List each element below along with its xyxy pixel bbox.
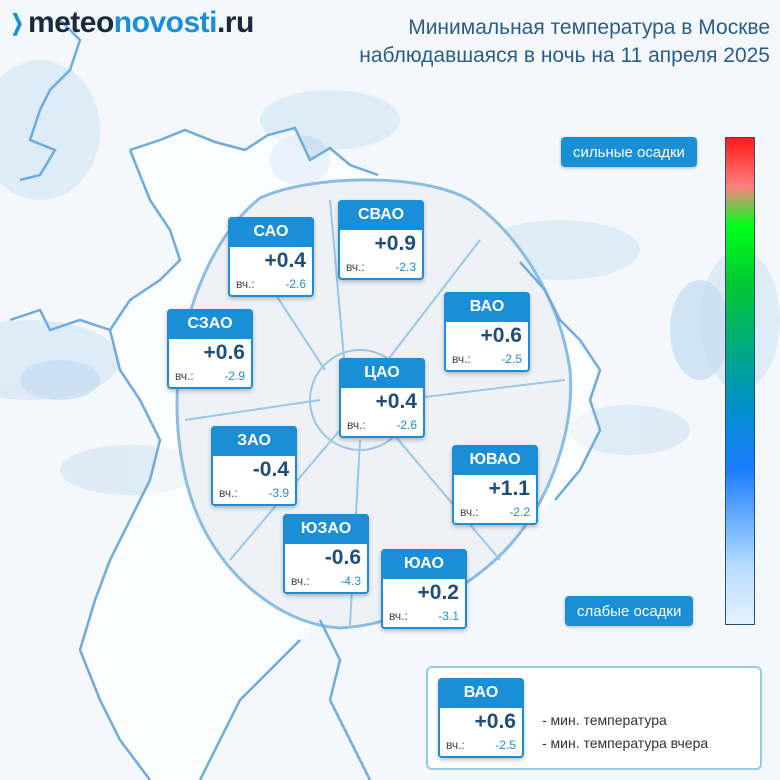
district-card-vao: ВАО +0.6 вч.: -2.5 — [444, 292, 530, 372]
yesterday-temp: -2.2 — [509, 505, 530, 519]
yesterday-label: вч.: — [346, 260, 365, 274]
district-card-zao: ЗАО -0.4 вч.: -3.9 — [211, 426, 297, 506]
min-temp: +0.4 — [375, 390, 417, 413]
yesterday-label: вч.: — [446, 738, 465, 752]
yesterday-label: вч.: — [389, 609, 408, 623]
district-name: САО — [228, 217, 314, 247]
yesterday-temp: -2.5 — [495, 738, 516, 752]
title-line-1: Минимальная температура в Москве — [408, 16, 770, 39]
district-name: ЮВАО — [452, 445, 538, 475]
district-card-sao: САО +0.4 вч.: -2.6 — [228, 217, 314, 297]
title-line-2: наблюдавшаяся в ночь на 11 апреля 2025 — [359, 44, 770, 67]
min-temp: +0.4 — [264, 249, 306, 272]
yesterday-temp: -2.9 — [224, 369, 245, 383]
district-name: ЗАО — [211, 426, 297, 456]
min-temp: +1.1 — [488, 477, 530, 500]
district-card-szao: СЗАО +0.6 вч.: -2.9 — [167, 309, 253, 389]
district-card-yuvao: ЮВАО +1.1 вч.: -2.2 — [452, 445, 538, 525]
yesterday-temp: -2.6 — [285, 277, 306, 291]
yesterday-label: вч.: — [460, 505, 479, 519]
scale-label-light: слабые осадки — [565, 596, 694, 626]
site-logo[interactable]: ❯ meteo novosti .ru — [10, 6, 255, 39]
yesterday-temp: -4.3 — [340, 574, 361, 588]
district-name: СЗАО — [167, 309, 253, 339]
district-name: ВАО — [444, 292, 530, 322]
yesterday-temp: -2.6 — [396, 418, 417, 432]
yesterday-label: вч.: — [236, 277, 255, 291]
district-name: ВАО — [438, 678, 524, 708]
district-card-svao: СВАО +0.9 вч.: -2.3 — [338, 200, 424, 280]
yesterday-temp: -3.9 — [268, 486, 289, 500]
district-name: ЮЗАО — [283, 514, 369, 544]
yesterday-temp: -3.1 — [438, 609, 459, 623]
chevron-right-icon: ❯ — [10, 10, 24, 35]
precipitation-scale-bar — [725, 137, 755, 625]
district-card-yuao: ЮАО +0.2 вч.: -3.1 — [381, 549, 467, 629]
legend-line-min-temp: - мин. температура — [542, 712, 667, 728]
min-temp: +0.6 — [203, 341, 245, 364]
legend-example-card: ВАО +0.6 вч.: -2.5 — [438, 678, 524, 758]
yesterday-temp: -2.5 — [501, 352, 522, 366]
district-card-yuzao: ЮЗАО -0.6 вч.: -4.3 — [283, 514, 369, 594]
min-temp: +0.2 — [417, 581, 459, 604]
yesterday-temp: -2.3 — [395, 260, 416, 274]
district-name: ЮАО — [381, 549, 467, 579]
min-temp: +0.6 — [474, 710, 516, 733]
min-temp: +0.6 — [480, 324, 522, 347]
district-name: ЦАО — [339, 358, 425, 388]
min-temp: -0.4 — [252, 458, 289, 481]
legend: ВАО +0.6 вч.: -2.5 - мин. температура - … — [426, 666, 762, 770]
yesterday-label: вч.: — [452, 352, 471, 366]
page-title: Минимальная температура в Москве наблюда… — [359, 14, 770, 70]
legend-line-min-temp-yesterday: - мин. температура вчера — [542, 735, 709, 751]
district-name: СВАО — [338, 200, 424, 230]
min-temp: -0.6 — [324, 546, 361, 569]
yesterday-label: вч.: — [175, 369, 194, 383]
min-temp: +0.9 — [374, 232, 416, 255]
district-card-tsao: ЦАО +0.4 вч.: -2.6 — [339, 358, 425, 438]
yesterday-label: вч.: — [291, 574, 310, 588]
yesterday-label: вч.: — [219, 486, 238, 500]
yesterday-label: вч.: — [347, 418, 366, 432]
scale-label-heavy: сильные осадки — [561, 137, 697, 167]
